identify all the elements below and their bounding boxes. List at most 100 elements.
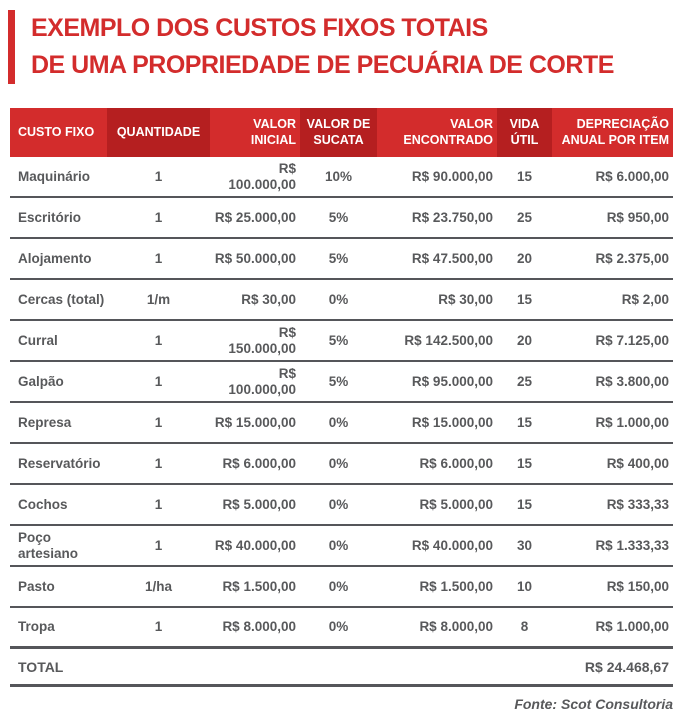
cell-valor-de-sucata: 5% — [328, 250, 349, 266]
cell-valor-inicial: R$ 25.000,00 — [214, 209, 296, 225]
table-row: Pasto 1/ha R$ 1.500,00 0% R$ 1.500,00 10 R$ 15… — [10, 567, 673, 608]
cell-valor-inicial: R$ 8.000,00 — [222, 619, 296, 635]
cell-depreciacao-anual-por-item: R$ 1.000,00 — [595, 619, 669, 635]
cell-valor-encontrado: R$ 8.000,00 — [419, 619, 493, 635]
cell-quantidade: 1 — [154, 455, 163, 471]
table-row: Tropa 1 R$ 8.000,00 0% R$ 8.000,00 8 R$ 1.000,… — [10, 608, 673, 649]
cell-custo-fixo: Escritório — [18, 209, 82, 225]
table-row: Escritório 1 R$ 25.000,00 5% R$ 23.750,00 25 R… — [10, 198, 673, 239]
cell-valor-encontrado: R$ 5.000,00 — [419, 496, 493, 512]
table-row: Cercas (total) 1/m R$ 30,00 0% R$ 30,00 15 R$ … — [10, 280, 673, 321]
cell-custo-fixo: Represa — [18, 414, 72, 430]
cell-valor-de-sucata: 0% — [328, 578, 349, 594]
cell-vida-util: 10 — [516, 578, 533, 594]
cell-valor-de-sucata: 0% — [328, 291, 349, 307]
cell-quantidade: 1 — [154, 332, 163, 348]
cell-quantidade: 1/m — [146, 291, 171, 307]
cell-vida-util: 25 — [516, 373, 533, 389]
cell-quantidade: 1 — [154, 250, 163, 266]
cell-custo-fixo: Cercas (total) — [18, 291, 105, 307]
column-header-depreciacao-anual-por-item: DEPRECIAÇÃO ANUAL POR ITEM — [552, 108, 673, 157]
cell-vida-util: 15 — [516, 496, 533, 512]
cell-quantidade: 1 — [154, 209, 163, 225]
cell-valor-inicial: R$ 1.500,00 — [222, 578, 296, 594]
cell-valor-de-sucata: 0% — [328, 414, 349, 430]
cell-valor-de-sucata: 5% — [328, 373, 349, 389]
cell-valor-inicial: R$ 5.000,00 — [222, 496, 296, 512]
cell-valor-encontrado: R$ 15.000,00 — [411, 414, 493, 430]
cell-quantidade: 1 — [154, 168, 163, 184]
cell-depreciacao-anual-por-item: R$ 7.125,00 — [595, 332, 669, 348]
cell-depreciacao-anual-por-item: R$ 400,00 — [606, 455, 669, 471]
cell-valor-de-sucata: 10% — [324, 168, 353, 184]
cell-custo-fixo: Maquinário — [18, 168, 91, 184]
cell-quantidade: 1/ha — [144, 578, 172, 594]
table-row: Represa 1 R$ 15.000,00 0% R$ 15.000,00 15 R$ 1… — [10, 403, 673, 444]
table-row: Cochos 1 R$ 5.000,00 0% R$ 5.000,00 15 R$ 333,… — [10, 485, 673, 526]
table-row: Curral 1 R$ 150.000,00 5% R$ 142.500,00 20 R$ … — [10, 321, 673, 362]
total-row: TOTAL R$ 24.468,67 — [10, 649, 673, 687]
cell-valor-encontrado: R$ 142.500,00 — [404, 332, 493, 348]
cell-valor-de-sucata: 0% — [328, 619, 349, 635]
cell-custo-fixo: Galpão — [18, 373, 64, 389]
table-row: Reservatório 1 R$ 6.000,00 0% R$ 6.000,00 15 R… — [10, 444, 673, 485]
cell-custo-fixo: Cochos — [18, 496, 68, 512]
cell-quantidade: 1 — [154, 373, 163, 389]
cell-depreciacao-anual-por-item: R$ 1.000,00 — [595, 414, 669, 430]
cell-vida-util: 15 — [516, 168, 533, 184]
page-title: EXEMPLO DOS CUSTOS FIXOS TOTAIS DE UMA P… — [31, 10, 614, 84]
cell-vida-util: 30 — [516, 537, 533, 553]
cell-valor-encontrado: R$ 1.500,00 — [419, 578, 493, 594]
cell-depreciacao-anual-por-item: R$ 6.000,00 — [595, 168, 669, 184]
source-credit: Fonte: Scot Consultoria — [514, 696, 673, 712]
cell-valor-encontrado: R$ 40.000,00 — [411, 537, 493, 553]
cell-depreciacao-anual-por-item: R$ 1.333,33 — [595, 537, 669, 553]
footer: Fonte: Scot Consultoria — [10, 696, 673, 712]
cell-valor-de-sucata: 0% — [328, 537, 349, 553]
cell-vida-util: 25 — [516, 209, 533, 225]
table-row: Maquinário 1 R$ 100.000,00 10% R$ 90.000,00 1… — [10, 157, 673, 198]
table-row: Galpão 1 R$ 100.000,00 5% R$ 95.000,00 25 R$ 3… — [10, 362, 673, 403]
cell-vida-util: 20 — [516, 250, 533, 266]
table-row: Alojamento 1 R$ 50.000,00 5% R$ 47.500,00 20 R… — [10, 239, 673, 280]
fixed-costs-table: CUSTO FIXO QUANTIDADE VALOR INICIAL VALOR D… — [10, 108, 673, 687]
cell-custo-fixo: Alojamento — [18, 250, 92, 266]
column-header-vida-util: VIDA ÚTIL — [497, 108, 552, 157]
cell-vida-util: 15 — [516, 291, 533, 307]
cell-depreciacao-anual-por-item: R$ 150,00 — [606, 578, 669, 594]
cell-custo-fixo: Tropa — [18, 619, 55, 635]
table-header-row: CUSTO FIXO QUANTIDADE VALOR INICIAL VALOR D… — [10, 108, 673, 157]
cell-custo-fixo: Curral — [18, 332, 58, 348]
cell-valor-encontrado: R$ 6.000,00 — [419, 455, 493, 471]
cell-vida-util: 15 — [516, 455, 533, 471]
cell-valor-inicial: R$ 100.000,00 — [228, 160, 296, 192]
cell-valor-de-sucata: 5% — [328, 209, 349, 225]
cell-valor-inicial: R$ 30,00 — [241, 291, 296, 307]
cell-valor-encontrado: R$ 23.750,00 — [411, 209, 493, 225]
title-accent-bar — [8, 10, 15, 84]
cell-valor-inicial: R$ 100.000,00 — [228, 365, 296, 397]
cell-depreciacao-anual-por-item: R$ 2,00 — [621, 291, 669, 307]
title-line-2: DE UMA PROPRIEDADE DE PECUÁRIA DE CORTE — [31, 51, 614, 79]
column-header-valor-inicial: VALOR INICIAL — [210, 108, 300, 157]
cell-valor-inicial: R$ 50.000,00 — [214, 250, 296, 266]
cell-valor-encontrado: R$ 47.500,00 — [411, 250, 493, 266]
cell-quantidade: 1 — [154, 537, 163, 553]
column-header-custo-fixo: CUSTO FIXO — [10, 108, 107, 157]
column-header-valor-de-sucata: VALOR DE SUCATA — [300, 108, 377, 157]
cell-vida-util: 8 — [520, 619, 529, 635]
table-body: Maquinário 1 R$ 100.000,00 10% R$ 90.000,00 1… — [10, 157, 673, 649]
cell-valor-de-sucata: 0% — [328, 455, 349, 471]
cell-depreciacao-anual-por-item: R$ 2.375,00 — [595, 250, 669, 266]
total-value: R$ 24.468,67 — [584, 658, 669, 675]
cell-valor-inicial: R$ 40.000,00 — [214, 537, 296, 553]
column-header-valor-encontrado: VALOR ENCONTRADO — [377, 108, 497, 157]
cell-custo-fixo: Poço artesiano — [18, 529, 79, 561]
cell-valor-de-sucata: 5% — [328, 332, 349, 348]
table-row: Poço artesiano 1 R$ 40.000,00 0% R$ 40.000,0… — [10, 526, 673, 567]
cell-depreciacao-anual-por-item: R$ 3.800,00 — [595, 373, 669, 389]
column-header-quantidade: QUANTIDADE — [107, 108, 210, 157]
cell-depreciacao-anual-por-item: R$ 333,33 — [606, 496, 669, 512]
cell-vida-util: 15 — [516, 414, 533, 430]
